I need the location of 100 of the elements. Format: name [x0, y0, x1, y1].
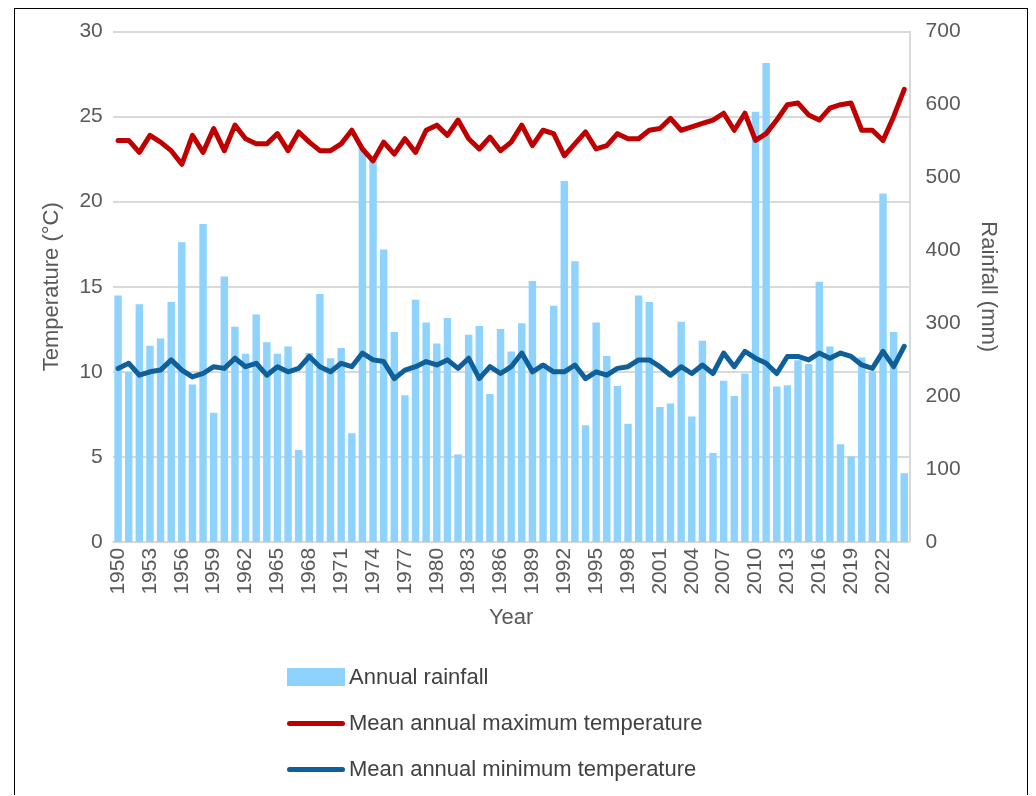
bar [316, 294, 324, 542]
bar [411, 299, 420, 542]
x-tick-label: 1977 [391, 547, 415, 595]
bar [528, 280, 537, 542]
bar [656, 407, 664, 542]
y2-tick-label: 600 [925, 91, 961, 115]
y2-tick-label: 300 [925, 309, 961, 333]
bar [433, 343, 441, 542]
bar [847, 456, 855, 542]
bar [889, 331, 898, 542]
x-tick-label: 1983 [455, 547, 479, 595]
bar [549, 305, 558, 542]
x-tick-label: 2022 [869, 547, 893, 595]
y-tick-label: 30 [79, 18, 103, 42]
x-tick-label: 1968 [296, 547, 320, 595]
bar [241, 353, 250, 542]
bar [146, 345, 154, 542]
bar [114, 295, 122, 542]
bar [135, 304, 144, 542]
x-axis-title: Year [488, 603, 534, 629]
bar [783, 385, 792, 542]
bar [518, 323, 526, 542]
bar [879, 193, 887, 542]
bar [836, 444, 845, 542]
bar [369, 158, 377, 542]
bar [422, 322, 430, 542]
bar [815, 281, 823, 542]
bar [645, 302, 653, 542]
bar [496, 329, 505, 542]
bar [826, 346, 834, 542]
bar [730, 396, 738, 542]
bar [560, 181, 568, 542]
bar [581, 425, 590, 542]
y2-axis-title: Rainfall (mm) [976, 221, 1002, 353]
bar [741, 373, 749, 542]
bar [199, 224, 207, 542]
x-tick-label: 1956 [168, 547, 192, 595]
bar [592, 322, 600, 542]
bar [486, 393, 494, 542]
bar [634, 295, 643, 542]
bar [263, 342, 271, 542]
bar [709, 452, 717, 542]
bar [209, 412, 218, 542]
bar [804, 364, 813, 542]
x-tick-label: 1971 [327, 547, 351, 595]
bar [507, 351, 515, 542]
bar [252, 314, 260, 542]
y-tick-label: 15 [79, 273, 103, 297]
x-tick-label: 1965 [264, 547, 288, 595]
x-tick-label: 1962 [232, 547, 256, 595]
x-tick-label: 1959 [200, 547, 224, 595]
bar [337, 347, 345, 542]
bar [603, 355, 611, 542]
bar [401, 395, 409, 542]
y-axis-title: Temperature (°C) [38, 202, 64, 372]
x-tick-label: 1992 [551, 547, 575, 595]
x-tick-label: 2019 [837, 547, 861, 595]
y2-tick-label: 0 [925, 528, 938, 552]
y-tick-label: 20 [79, 188, 103, 212]
y-tick-label: 0 [91, 528, 103, 552]
x-tick-label: 2007 [710, 547, 734, 595]
x-tick-label: 2001 [646, 547, 670, 595]
bar [220, 276, 229, 542]
bar [613, 385, 622, 542]
bar [454, 454, 462, 542]
bar [124, 372, 133, 542]
bar [390, 331, 399, 542]
bar [688, 416, 696, 542]
bar [539, 363, 547, 542]
bar [326, 358, 335, 542]
bar [677, 321, 685, 542]
x-tick-label: 1974 [359, 547, 383, 595]
bar [443, 318, 452, 542]
x-tick-label: 2010 [742, 547, 766, 595]
bar [284, 346, 292, 542]
x-tick-label: 2013 [774, 547, 798, 595]
bar [464, 334, 473, 542]
bar [178, 242, 186, 542]
bar [698, 340, 707, 542]
legend-label: Mean annual minimum temperature [349, 756, 697, 782]
y2-tick-label: 700 [925, 18, 961, 42]
bar [624, 423, 632, 542]
x-tick-label: 1980 [423, 547, 447, 595]
bar [156, 338, 165, 542]
bar [348, 433, 356, 542]
bar [358, 148, 367, 542]
bar [294, 450, 303, 542]
bar [719, 380, 728, 542]
bar [231, 326, 239, 542]
x-tick-label: 2004 [678, 547, 702, 595]
bar [751, 111, 760, 542]
y2-tick-label: 200 [925, 382, 961, 406]
y-tick-label: 5 [91, 443, 103, 467]
bar [273, 353, 282, 542]
x-tick-label: 1989 [519, 547, 543, 595]
y-tick-label: 10 [79, 358, 103, 382]
bar [379, 249, 388, 542]
legend-label: Mean annual maximum temperature [349, 710, 703, 736]
y2-tick-label: 100 [925, 455, 961, 479]
y2-tick-label: 400 [925, 237, 961, 261]
